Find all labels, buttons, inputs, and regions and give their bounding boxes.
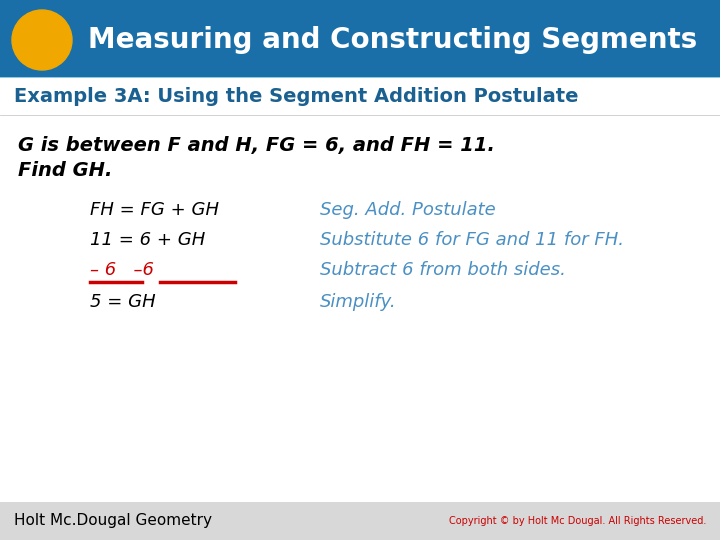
Text: Seg. Add. Postulate: Seg. Add. Postulate xyxy=(320,201,496,219)
Text: Find GH.: Find GH. xyxy=(18,160,112,179)
Text: 11 = 6 + GH: 11 = 6 + GH xyxy=(90,231,205,249)
FancyBboxPatch shape xyxy=(0,0,720,77)
Text: Subtract 6 from both sides.: Subtract 6 from both sides. xyxy=(320,261,566,279)
Text: Holt Mc.Dougal Geometry: Holt Mc.Dougal Geometry xyxy=(14,514,212,529)
Text: FH = FG + GH: FH = FG + GH xyxy=(90,201,219,219)
FancyBboxPatch shape xyxy=(0,78,720,502)
Circle shape xyxy=(12,10,72,70)
Text: Substitute 6 for FG and 11 for FH.: Substitute 6 for FG and 11 for FH. xyxy=(320,231,624,249)
Text: Measuring and Constructing Segments: Measuring and Constructing Segments xyxy=(88,26,697,54)
Text: 5 = GH: 5 = GH xyxy=(90,293,156,311)
Text: Simplify.: Simplify. xyxy=(320,293,397,311)
Text: – 6   –6: – 6 –6 xyxy=(90,261,154,279)
Text: Example 3A: Using the Segment Addition Postulate: Example 3A: Using the Segment Addition P… xyxy=(14,87,578,106)
Text: Copyright © by Holt Mc Dougal. All Rights Reserved.: Copyright © by Holt Mc Dougal. All Right… xyxy=(449,516,706,526)
FancyBboxPatch shape xyxy=(0,502,720,540)
Text: G is between F and H, FG = 6, and FH = 11.: G is between F and H, FG = 6, and FH = 1… xyxy=(18,136,495,154)
